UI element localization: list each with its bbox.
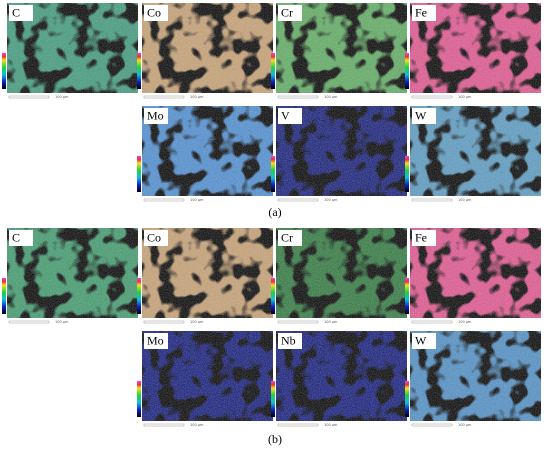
element-map: C 100 µm: [2, 228, 138, 324]
scale-label: 100 µm: [458, 95, 472, 99]
label-box: [144, 5, 168, 21]
color-scale: [405, 381, 409, 417]
element-label: Mo: [147, 108, 164, 122]
scale-bar: [277, 198, 319, 202]
scale-label: 100 µm: [55, 320, 69, 324]
element-map: Co 100 µm: [137, 228, 273, 324]
element-label: W: [415, 108, 427, 122]
label-box: [278, 108, 302, 124]
color-scale: [405, 53, 409, 89]
label-box: [412, 230, 436, 246]
color-scale: [137, 53, 141, 89]
panel-caption: (b): [268, 432, 282, 446]
color-scale: [271, 381, 275, 417]
element-map: Mo 100 µm: [137, 106, 273, 202]
scale-bar: [143, 320, 185, 324]
element-map: Co 100 µm: [137, 3, 273, 99]
scale-label: 100 µm: [55, 95, 69, 99]
label-box: [278, 5, 302, 21]
scale-label: 100 µm: [458, 320, 472, 324]
element-map: C 100 µm: [2, 3, 138, 99]
element-map: Nb 100 µm: [271, 331, 407, 427]
scale-bar: [143, 95, 185, 99]
element-label: Fe: [415, 230, 427, 244]
label-box: [144, 108, 168, 124]
panel-caption: (a): [268, 205, 281, 219]
element-map: W 100 µm: [405, 106, 541, 202]
map-texture: [142, 228, 273, 318]
color-scale: [2, 278, 6, 314]
element-label: W: [415, 333, 427, 347]
element-label: Cr: [281, 5, 293, 19]
scale-label: 100 µm: [190, 423, 204, 427]
scale-label: 100 µm: [324, 320, 338, 324]
color-scale: [271, 53, 275, 89]
scale-label: 100 µm: [324, 95, 338, 99]
scale-label: 100 µm: [190, 198, 204, 202]
map-texture: [410, 3, 541, 93]
label-box: [144, 230, 168, 246]
label-box: [144, 333, 168, 349]
element-label: Mo: [147, 333, 164, 347]
scale-bar: [143, 198, 185, 202]
element-map: Cr 100 µm: [271, 3, 407, 99]
label-box: [412, 5, 436, 21]
label-box: [278, 333, 302, 349]
scale-label: 100 µm: [324, 198, 338, 202]
color-scale: [271, 278, 275, 314]
element-label: C: [12, 5, 20, 19]
scale-bar: [8, 95, 50, 99]
label-box: [9, 5, 33, 21]
element-label: C: [12, 230, 20, 244]
scale-bar: [411, 320, 453, 324]
scale-bar: [411, 95, 453, 99]
label-box: [9, 230, 33, 246]
scale-bar: [277, 423, 319, 427]
element-label: V: [281, 108, 290, 122]
element-map: Mo 100 µm: [137, 331, 273, 427]
color-scale: [405, 278, 409, 314]
element-map: V 100 µm: [271, 106, 407, 202]
scale-bar: [277, 320, 319, 324]
label-box: [412, 108, 436, 124]
element-map: Fe 100 µm: [405, 3, 541, 99]
element-map: Fe 100 µm: [405, 228, 541, 324]
scale-bar: [411, 423, 453, 427]
element-label: Nb: [281, 333, 296, 347]
element-label: Cr: [281, 230, 293, 244]
element-label: Co: [147, 230, 161, 244]
scale-label: 100 µm: [190, 95, 204, 99]
element-map: W 100 µm: [405, 331, 541, 427]
label-box: [278, 230, 302, 246]
color-scale: [137, 156, 141, 192]
scale-bar: [8, 320, 50, 324]
color-scale: [137, 278, 141, 314]
element-label: Co: [147, 5, 161, 19]
scale-bar: [411, 198, 453, 202]
color-scale: [137, 381, 141, 417]
scale-label: 100 µm: [458, 198, 472, 202]
scale-label: 100 µm: [458, 423, 472, 427]
scale-label: 100 µm: [190, 320, 204, 324]
element-label: Fe: [415, 5, 427, 19]
color-scale: [271, 156, 275, 192]
label-box: [412, 333, 436, 349]
color-scale: [2, 53, 6, 89]
scale-label: 100 µm: [324, 423, 338, 427]
color-scale: [405, 156, 409, 192]
scale-bar: [143, 423, 185, 427]
map-texture: [276, 331, 407, 421]
scale-bar: [277, 95, 319, 99]
element-map: Cr 100 µm: [271, 228, 407, 324]
